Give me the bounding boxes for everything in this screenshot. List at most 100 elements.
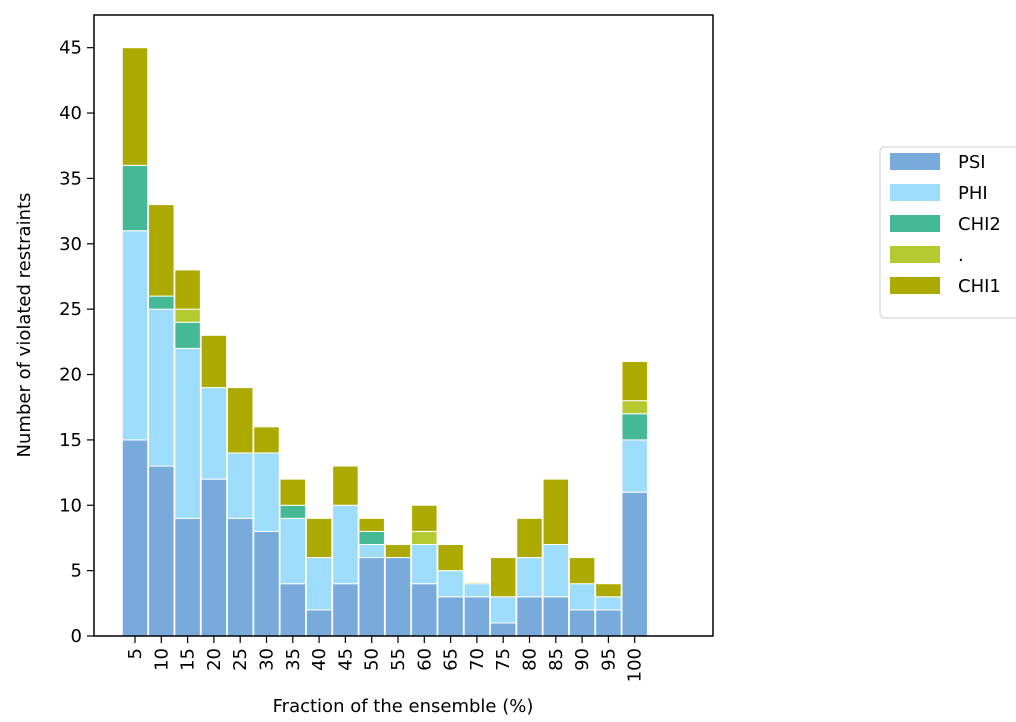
bar-CHI1-55 — [384, 543, 412, 559]
bar-PHI-30 — [253, 452, 280, 532]
y-tick-label-25: 25 — [59, 299, 82, 320]
y-tick-label-30: 30 — [59, 234, 82, 255]
bar-CHI1-95 — [595, 583, 622, 598]
bar-CHI1-75 — [489, 557, 517, 598]
x-tick-label-10: 10 — [151, 648, 172, 671]
bar-PHI-100 — [621, 439, 648, 493]
bar--100 — [621, 400, 648, 415]
bar-PSI-35 — [279, 583, 307, 637]
x-tick-label-5: 5 — [125, 648, 146, 659]
x-tick-label-55: 55 — [388, 648, 409, 671]
y-tick-label-0: 0 — [71, 626, 82, 647]
bar-PHI-60 — [411, 543, 438, 585]
bar-PHI-20 — [200, 387, 228, 480]
y-tick-label-20: 20 — [59, 365, 82, 386]
bar-CHI1-35 — [279, 478, 307, 506]
plot-frame — [93, 14, 714, 637]
x-axis-label: Fraction of the ensemble (%) — [273, 696, 534, 717]
bar-PSI-5 — [121, 439, 149, 637]
x-tick-label-95: 95 — [598, 648, 619, 671]
bar-PHI-45 — [332, 504, 359, 585]
bar-PHI-35 — [279, 517, 307, 585]
bar-PSI-75 — [489, 622, 517, 637]
x-tick-label-70: 70 — [467, 648, 488, 671]
bar-PSI-45 — [332, 583, 359, 637]
legend-label-PSI: PSI — [958, 152, 986, 173]
bar-CHI1-10 — [148, 204, 175, 297]
y-tick-label-35: 35 — [59, 168, 82, 189]
bar-PSI-15 — [174, 517, 201, 637]
x-tick-label-60: 60 — [414, 648, 435, 671]
bar-CHI1-85 — [542, 478, 570, 545]
bar-PHI-95 — [595, 596, 622, 611]
x-tick-label-15: 15 — [178, 648, 199, 671]
bar--60 — [411, 530, 438, 545]
bar-PSI-40 — [305, 609, 333, 637]
x-tick-label-50: 50 — [362, 648, 383, 671]
bar-CHI1-60 — [411, 504, 438, 532]
bar-CHI2-50 — [358, 530, 385, 545]
legend-swatch-CHI2 — [890, 215, 940, 232]
x-tick-label-35: 35 — [283, 648, 304, 671]
bar-PHI-65 — [437, 570, 464, 598]
bar-PSI-25 — [226, 517, 254, 637]
bar-CHI1-15 — [174, 269, 201, 310]
bar-CHI2-10 — [148, 295, 175, 310]
bar-CHI1-50 — [358, 517, 385, 532]
x-tick-label-65: 65 — [441, 648, 462, 671]
legend: PSI PHI CHI2. CHI1 — [879, 146, 1016, 319]
bar-PSI-10 — [148, 465, 175, 637]
bar-PSI-85 — [542, 596, 570, 637]
bar-PHI-75 — [489, 596, 517, 624]
bar-PHI-15 — [174, 347, 201, 519]
x-tick-label-30: 30 — [257, 648, 278, 671]
legend-swatch-PHI — [890, 184, 940, 201]
x-tick-label-25: 25 — [230, 648, 251, 671]
legend-label-PHI: PHI — [958, 183, 988, 204]
bar-CHI2-100 — [621, 413, 648, 441]
bar-CHI1-30 — [253, 426, 280, 454]
bar-CHI1-80 — [516, 517, 543, 559]
bar-PHI-90 — [568, 583, 596, 611]
x-axis: 5 10 15 20 25 30 35 40 45 50 55 60 65 70 75 80 85 90 95 100 — [125, 636, 646, 682]
legend-swatch-PSI — [890, 153, 940, 170]
bar-CHI2-15 — [174, 321, 201, 349]
y-tick-label-40: 40 — [59, 103, 82, 124]
bar-PSI-30 — [253, 530, 280, 637]
bar-PSI-100 — [621, 491, 648, 637]
x-tick-label-80: 80 — [520, 648, 541, 671]
y-tick-label-5: 5 — [71, 561, 82, 582]
bar-PHI-50 — [358, 543, 385, 559]
bar-PSI-55 — [384, 557, 412, 637]
bar-PSI-60 — [411, 583, 438, 637]
legend-swatch-CHI1 — [890, 277, 940, 294]
y-axis: 0 5 10 15 20 25 30 35 40 45 — [59, 38, 94, 647]
x-tick-label-100: 100 — [625, 648, 646, 682]
bar-CHI1-40 — [305, 517, 333, 559]
bar-CHI1-65 — [437, 543, 464, 572]
bar-CHI1-70 — [463, 581, 491, 585]
y-tick-label-15: 15 — [59, 430, 82, 451]
bar-CHI1-45 — [332, 465, 359, 506]
bar-PSI-50 — [358, 557, 385, 637]
bar-PSI-65 — [437, 596, 464, 637]
bar-CHI1-25 — [226, 387, 254, 454]
bar-CHI1-20 — [200, 334, 228, 389]
bar-PSI-80 — [516, 596, 543, 637]
bar--15 — [174, 308, 201, 323]
bar-PHI-10 — [148, 308, 175, 467]
x-tick-label-75: 75 — [493, 648, 514, 671]
legend-label-dot: . — [958, 245, 964, 266]
bar-CHI2-5 — [121, 164, 149, 232]
legend-label-CHI1: CHI1 — [958, 276, 1001, 297]
bar-PSI-90 — [568, 609, 596, 637]
y-tick-label-10: 10 — [59, 495, 82, 516]
bar-PHI-5 — [121, 230, 149, 441]
bar-PHI-40 — [305, 557, 333, 611]
bar-PSI-95 — [595, 609, 622, 637]
bar-CHI1-5 — [121, 47, 149, 166]
y-tick-label-45: 45 — [59, 38, 82, 59]
bar-CHI1-90 — [568, 557, 596, 585]
bar-PHI-85 — [542, 543, 570, 598]
